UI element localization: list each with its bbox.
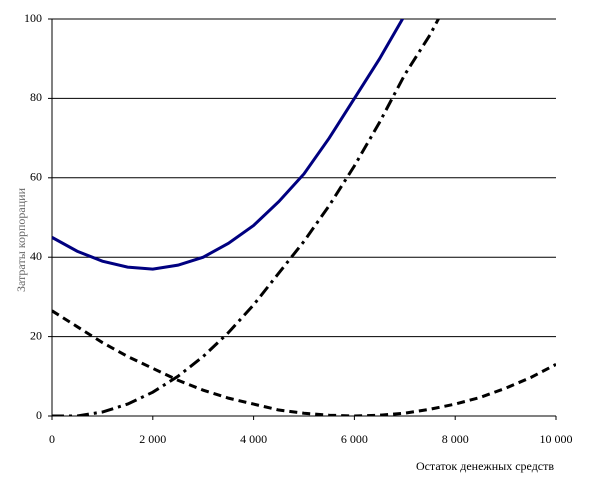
line-series (52, 309, 556, 416)
x-axis-label: Остаток денежных средств (416, 459, 554, 473)
x-tick-label: 0 (49, 432, 55, 446)
x-tick-label: 10 000 (540, 432, 573, 446)
y-tick-label: 60 (30, 170, 42, 184)
line-series (52, 19, 441, 416)
y-tick-label: 40 (30, 249, 42, 263)
y-tick-label: 20 (30, 328, 42, 342)
line-series (52, 19, 405, 271)
x-tick-label: 6 000 (341, 432, 368, 446)
y-tick-label: 80 (30, 90, 42, 104)
y-axis-label: Затраты корпорации (14, 187, 28, 292)
y-tick-label: 0 (36, 408, 42, 422)
x-tick-label: 4 000 (240, 432, 267, 446)
x-tick-label: 8 000 (442, 432, 469, 446)
x-tick-label: 2 000 (139, 432, 166, 446)
y-tick-label: 100 (24, 11, 42, 25)
